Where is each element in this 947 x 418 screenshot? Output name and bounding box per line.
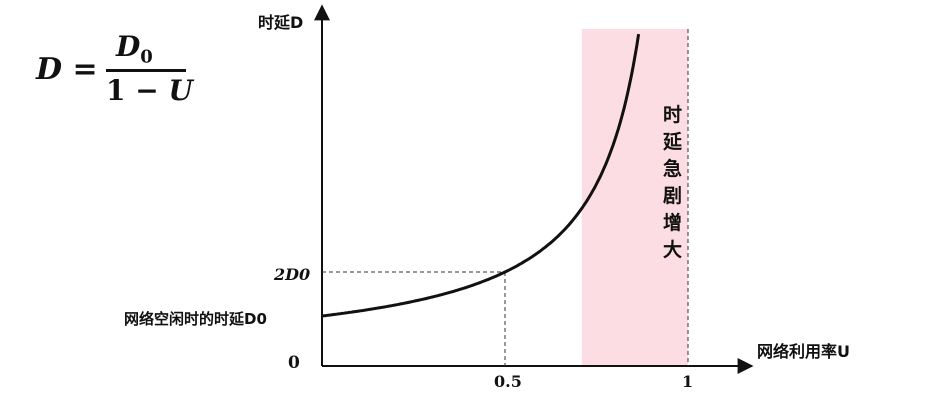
region-label-char: 急 [663, 157, 682, 180]
formula-numerator-subscript: 0 [140, 46, 153, 68]
x-axis-label: 网络利用率U [757, 342, 850, 361]
formula-fraction-bar [106, 69, 186, 72]
y-axis-label: 时延D [258, 13, 303, 32]
origin-label: 0 [288, 353, 300, 373]
x-tick-label-one: 1 [682, 372, 693, 391]
region-label-char: 增 [663, 211, 682, 234]
rapid-increase-region [581, 29, 688, 366]
formula-lhs: D = [36, 52, 98, 87]
region-label-char: 剧 [663, 185, 682, 207]
region-label-char: 时 [663, 104, 682, 126]
y-intercept-label: 网络空闲时的时延D0 [124, 310, 267, 328]
formula-denominator-rest: − U [125, 74, 193, 107]
formula-numerator: D0 [116, 30, 153, 68]
x-tick-label-half: 0.5 [494, 372, 522, 391]
region-label-char: 大 [663, 238, 682, 261]
formula: D = D0 1 − U [36, 30, 193, 110]
formula-denominator: 1 − U [106, 74, 193, 107]
region-label-char: 延 [662, 131, 683, 153]
delay-curve [321, 33, 641, 318]
formula-denominator-one: 1 [106, 74, 126, 107]
y-tick-label-2d0: 2D0 [273, 265, 310, 284]
